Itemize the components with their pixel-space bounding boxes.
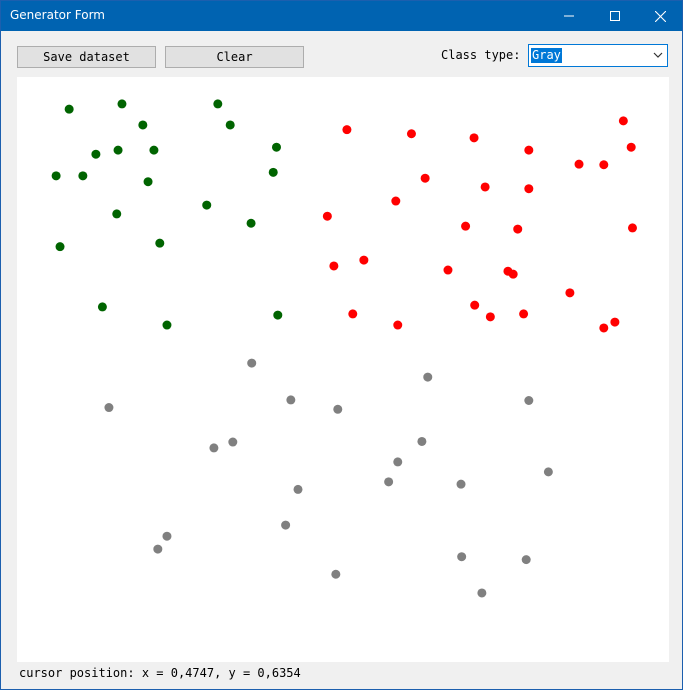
data-point [391,196,401,206]
data-point [112,209,122,219]
data-point [162,531,172,541]
data-point [162,320,172,330]
minimize-button[interactable] [546,1,592,31]
data-point [565,288,575,298]
data-point [104,403,114,413]
class-type-select[interactable]: Gray [528,44,668,67]
class-type-label: Class type: [441,48,521,62]
data-point [149,145,159,155]
data-point [599,323,609,333]
data-point [286,395,296,405]
data-point [331,569,341,579]
clear-button[interactable]: Clear [165,46,304,68]
data-point [508,269,518,279]
data-point [113,145,123,155]
data-point [420,173,430,183]
data-point [342,125,352,135]
data-point [225,120,235,130]
data-point [423,372,433,382]
cursor-position-status: cursor position: x = 0,4747, y = 0,6354 [19,666,301,680]
data-point [213,99,223,109]
data-point [599,160,609,170]
data-point [333,404,343,414]
data-point [384,477,394,487]
data-point [78,171,88,181]
minimize-icon [564,15,574,17]
data-point [456,479,466,489]
data-point [521,555,531,565]
data-point [519,309,529,319]
data-point [485,312,495,322]
data-point [117,99,127,109]
data-point [524,184,534,194]
data-point [457,552,467,562]
data-point [469,133,479,143]
data-point [574,159,584,169]
data-point [417,436,427,446]
data-point [293,484,303,494]
data-point [477,588,487,598]
data-point [91,149,101,159]
data-point [246,218,256,228]
data-point [64,104,74,114]
window-title: Generator Form [10,8,105,22]
data-point [268,167,278,177]
data-point [406,129,416,139]
class-type-selected-value: Gray [531,48,562,63]
data-point [97,302,107,312]
scatter-plot[interactable] [17,77,669,662]
data-point [393,320,403,330]
data-point [153,544,163,554]
data-point [247,358,257,368]
data-point [322,211,332,221]
data-point [155,238,165,248]
data-point [543,467,553,477]
close-icon [654,10,666,22]
data-point [524,145,534,155]
data-point [393,457,403,467]
data-point [513,224,523,234]
chevron-down-icon [653,52,663,58]
data-point [470,300,480,310]
data-point [626,142,636,152]
data-point [281,520,291,530]
data-point [443,265,453,275]
data-point [618,116,628,126]
data-point [273,310,283,320]
data-point [202,200,212,210]
drawing-canvas[interactable] [17,77,669,662]
data-point [524,396,534,406]
data-point [329,261,339,271]
data-point [627,223,637,233]
data-point [143,177,153,187]
data-point [138,120,148,130]
data-point [55,242,65,252]
data-point [348,309,358,319]
close-button[interactable] [637,1,683,31]
data-point [51,171,61,181]
data-point [209,443,219,453]
maximize-icon [610,11,620,21]
data-point [271,142,281,152]
title-bar[interactable]: Generator Form [1,1,682,31]
data-point [480,182,490,192]
data-point [228,437,238,447]
data-point [359,255,369,265]
maximize-button[interactable] [592,1,638,31]
save-dataset-button[interactable]: Save dataset [17,46,156,68]
data-point [461,221,471,231]
data-point [610,317,620,327]
